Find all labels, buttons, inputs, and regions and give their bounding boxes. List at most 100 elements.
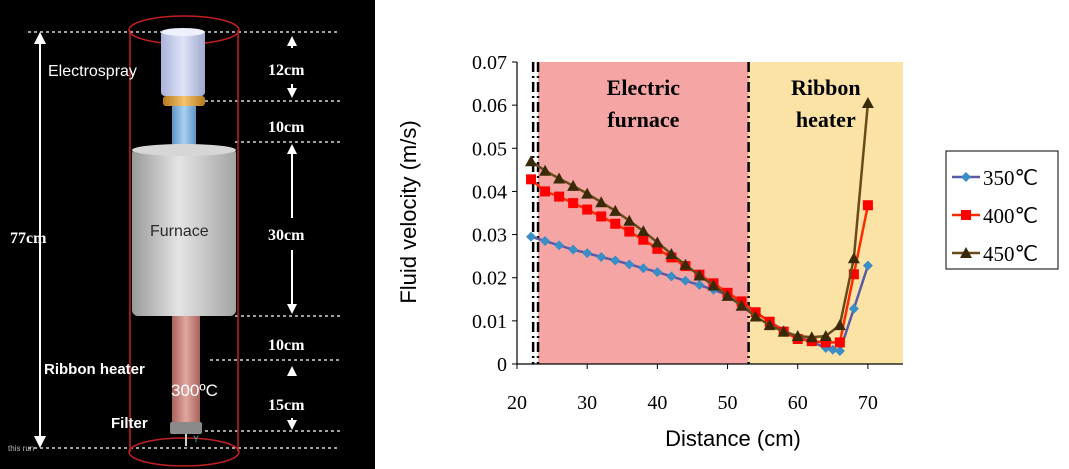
series-2-point-7 [623, 214, 636, 226]
y-tick-label-0: 0 [497, 354, 507, 376]
series-1-point-9 [652, 243, 663, 254]
x-axis-label: Distance (cm) [665, 426, 801, 451]
series-0-point-24 [848, 303, 859, 314]
dim-total: 77cm [10, 230, 47, 247]
series-2-point-21 [819, 329, 832, 341]
series-2-point-22 [833, 319, 846, 331]
series-1-point-6 [610, 218, 621, 229]
axes-layer: 0 0.01 0.02 0.03 0.04 0.05 0.06 0.07 20 30 40 50 60 7… [472, 52, 903, 414]
series-2-point-17 [763, 319, 776, 331]
series-1-point-1 [540, 186, 551, 197]
series-1-point-0 [526, 174, 537, 185]
series-1-point-2 [554, 191, 565, 202]
dim-ribbon: 15cm [268, 397, 305, 414]
legend-marker-0 [961, 172, 971, 182]
x-tick-label-0: 20 [507, 392, 527, 414]
series-2-point-5 [595, 196, 608, 208]
series-0-point-1 [540, 236, 551, 247]
series-1-point-24 [862, 200, 873, 211]
region-1 [748, 62, 903, 364]
y-tick-label-5: 0.05 [472, 138, 507, 160]
series-0-point-12 [694, 280, 705, 291]
y-tick-label-6: 0.06 [472, 95, 507, 117]
label-filter: Filter [111, 415, 148, 432]
series-2-point-2 [553, 172, 566, 184]
series-2-point-10 [665, 247, 678, 259]
series-0-point-2 [554, 240, 565, 251]
region-label-1-line2: heater [796, 107, 856, 132]
label-temperature: 300ºC [171, 381, 218, 400]
series-1-point-22 [834, 337, 845, 348]
x-tick-label-1: 30 [577, 392, 597, 414]
furnace-top [132, 144, 236, 156]
series-0-point-10 [666, 271, 677, 282]
y-tick-label-7: 0.07 [472, 52, 507, 74]
series-2-point-20 [805, 331, 818, 343]
series-0-point-7 [624, 259, 635, 270]
legend-marker-1 [961, 210, 971, 220]
series-2-point-1 [539, 164, 552, 176]
label-corner-text: this run [8, 444, 34, 453]
x-tick-label-3: 50 [718, 392, 738, 414]
series-1-point-21 [820, 337, 831, 348]
series-2-point-18 [777, 325, 790, 337]
dim-gap-bottom: 10cm [268, 337, 305, 354]
series-0-point-9 [652, 267, 663, 278]
series-2-point-14 [721, 289, 734, 301]
furnace-body [132, 148, 236, 316]
x-tick-label-4: 60 [788, 392, 808, 414]
region-0 [538, 62, 749, 364]
series-2-point-24 [861, 96, 874, 108]
legend-marker-2 [960, 247, 972, 258]
label-ribbon-heater: Ribbon heater [44, 361, 145, 378]
y-tick-label-2: 0.02 [472, 268, 507, 290]
series-2-point-11 [679, 258, 692, 270]
series-2-point-4 [581, 187, 594, 199]
legend: 350℃ 400℃ 450℃ [945, 150, 1059, 270]
x-tick-label-5: 70 [858, 392, 878, 414]
series-0-point-3 [568, 244, 579, 255]
electrospray-body [161, 30, 205, 96]
region-label-0-line1: Electric [607, 75, 681, 100]
ribbon-heater-tube [172, 316, 200, 424]
series-0-point-25 [862, 260, 873, 271]
y-tick-label-1: 0.01 [472, 311, 507, 333]
series-0-point-11 [680, 275, 691, 286]
upper-tube [172, 106, 196, 150]
series-1-point-23 [848, 269, 859, 280]
series-2-point-12 [693, 269, 706, 281]
series-2-point-3 [567, 179, 580, 191]
legend-label-1: 400℃ [983, 204, 1038, 228]
filter-body [170, 422, 202, 434]
legend-label-0: 350℃ [983, 166, 1038, 190]
series-2-point-13 [707, 279, 720, 291]
series-0-point-0 [526, 231, 537, 242]
series-0-point-5 [596, 252, 607, 263]
series-0-point-8 [638, 263, 649, 274]
series-1-point-4 [582, 204, 593, 215]
dim-electrospray: 12cm [268, 62, 305, 79]
label-axis-letter: Y [193, 434, 199, 444]
dimension-arrows [34, 32, 297, 448]
apparatus-schematic: Electrospray Furnace Ribbon heater 300ºC… [0, 0, 375, 469]
electrospray-ring [163, 96, 205, 106]
series-0-point-23 [834, 346, 845, 357]
region-layer: Electric furnace Ribbon heater [538, 62, 903, 364]
series-0-point-4 [582, 248, 593, 259]
label-furnace: Furnace [150, 223, 209, 240]
series-layer [525, 96, 874, 357]
series-1-point-7 [624, 226, 635, 237]
series-2-point-6 [609, 204, 622, 216]
series-2-point-9 [651, 236, 664, 248]
y-tick-label-4: 0.04 [472, 181, 507, 203]
series-1-point-5 [596, 211, 607, 222]
y-tick-label-3: 0.03 [472, 225, 507, 247]
dim-furnace: 30cm [268, 227, 305, 244]
label-electrospray: Electrospray [48, 63, 137, 80]
series-0-point-6 [610, 255, 621, 266]
series-2-point-15 [735, 299, 748, 311]
series-1-point-3 [568, 198, 579, 209]
series-2-point-8 [637, 225, 650, 237]
series-2-point-0 [525, 155, 538, 167]
x-tick-label-2: 40 [647, 392, 667, 414]
